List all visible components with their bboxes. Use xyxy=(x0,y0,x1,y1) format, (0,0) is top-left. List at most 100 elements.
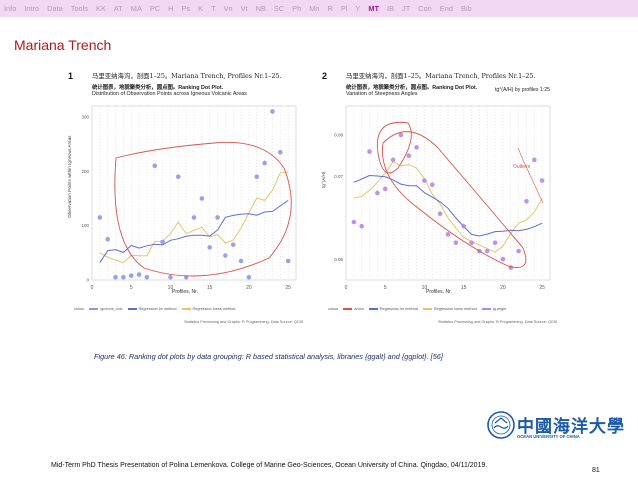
nav-item-k[interactable]: K xyxy=(198,4,204,13)
legend-item: arrow xyxy=(343,307,364,311)
nav-item-h[interactable]: H xyxy=(168,4,174,13)
panel-number: 1 xyxy=(68,71,74,81)
data-point xyxy=(406,153,412,159)
page-number: 81 xyxy=(592,467,600,474)
data-point xyxy=(430,182,435,188)
y-tick-label: 100 xyxy=(81,223,89,228)
nav-item-jt[interactable]: JT xyxy=(402,4,411,13)
data-point xyxy=(516,248,521,254)
figure-caption: Figure 46: Ranking dot plots by data gro… xyxy=(94,352,443,361)
nav-item-bib[interactable]: Bib xyxy=(460,4,472,13)
x-tick-label: 20 xyxy=(246,285,252,291)
legend-swatch xyxy=(422,308,432,310)
data-point xyxy=(270,109,275,114)
nav-item-pc[interactable]: PC xyxy=(149,4,161,13)
x-tick-label: 5 xyxy=(130,285,133,291)
legend-item: tg.angle xyxy=(481,307,506,311)
nav-item-ps[interactable]: Ps xyxy=(181,4,191,13)
x-axis-label: Profiles, Nr. xyxy=(172,289,198,295)
data-point xyxy=(532,157,537,163)
nav-item-sc[interactable]: SC xyxy=(273,4,285,13)
panel-subtitle: 统计图表，地貌聚类分析，圆点图。Ranking Dot Plot. xyxy=(346,85,478,91)
legend-item: colour xyxy=(328,307,339,311)
slide-title: Mariana Trench xyxy=(14,37,112,53)
nav-item-mt[interactable]: MT xyxy=(368,4,380,13)
data-point xyxy=(382,186,388,192)
data-point xyxy=(453,240,459,246)
nav-item-at[interactable]: AT xyxy=(113,4,123,13)
logo-chinese-text: 中國海洋大學 xyxy=(517,417,625,437)
legend-swatch xyxy=(127,308,137,310)
nav-item-vn[interactable]: Vn xyxy=(223,4,233,13)
nav-item-vt[interactable]: Vt xyxy=(240,4,248,13)
data-point xyxy=(223,253,228,258)
chart-panel-igneous: 1 马里亚纳海沟，剖面1–25。Mariana Trench, Profiles… xyxy=(64,68,304,331)
chart-panel-steepness: 2 马里亚纳海沟，剖面1–25。Mariana Trench, Profiles… xyxy=(318,68,557,331)
legend-swatch xyxy=(343,308,353,310)
university-logo: 中國海洋大學 OCEAN UNIVERSITY OF CHINA xyxy=(487,411,624,443)
y-tick-label: 0.05 xyxy=(334,257,343,262)
data-point xyxy=(469,240,474,246)
nav-item-end[interactable]: End xyxy=(439,4,453,13)
nav-item-ib[interactable]: IB xyxy=(387,4,395,13)
y-tick-label: 300 xyxy=(81,114,89,119)
scatter-plot-igneous: 0 5 10 15 20 25 0 100 200 300 xyxy=(81,105,297,291)
data-point xyxy=(390,157,396,163)
data-point xyxy=(105,236,110,242)
nav-item-info[interactable]: Info xyxy=(4,4,17,13)
data-point xyxy=(207,245,212,250)
nav-item-pl[interactable]: Pl xyxy=(340,4,348,13)
highlight-ellipse xyxy=(114,141,292,277)
panel-title-cn: 马里亚纳海沟，剖面1–25。Mariana Trench, Profiles N… xyxy=(92,72,282,80)
nav-item-t[interactable]: T xyxy=(211,4,216,13)
x-tick-label: 20 xyxy=(500,285,506,291)
data-point xyxy=(422,178,427,183)
data-point xyxy=(492,240,498,246)
nav-item-tools[interactable]: Tools xyxy=(70,4,89,13)
nav-item-ph[interactable]: Ph xyxy=(292,4,302,13)
section-nav-bar: Info Intro Data Tools KK AT MA PC H Ps K T Vn Vt NB SC P… xyxy=(0,0,638,17)
legend-swatch xyxy=(181,308,191,310)
chart-source-note: Statistics Processing and Graphs: R Prog… xyxy=(184,320,304,324)
data-point xyxy=(246,274,252,280)
data-point xyxy=(437,211,443,217)
legend-swatch xyxy=(89,308,99,310)
x-tick-label: 10 xyxy=(168,285,174,291)
data-point xyxy=(176,174,181,179)
x-tick-label: 25 xyxy=(285,285,291,291)
data-point xyxy=(262,160,267,166)
highlight-ellipse xyxy=(376,121,412,174)
panel-subtitle: 统计图表，地貌聚类分析，圆点图。Ranking Dot Plot. xyxy=(92,85,224,91)
data-point xyxy=(285,258,291,264)
data-point xyxy=(500,256,506,262)
data-point xyxy=(199,196,205,201)
x-tick-label: 0 xyxy=(345,285,348,291)
lm-regression-line xyxy=(353,174,543,237)
data-point xyxy=(375,190,380,196)
x-tick-label: 10 xyxy=(422,285,428,291)
nav-item-mn[interactable]: Mn xyxy=(309,4,320,13)
nav-item-intro[interactable]: Intro xyxy=(24,4,40,13)
y-axis-label: Observation Points within Igneous Areas xyxy=(67,135,72,218)
nav-item-con[interactable]: Con xyxy=(418,4,432,13)
legend-item: Regression loess method xyxy=(422,307,477,311)
annotation-arrow xyxy=(517,147,524,161)
nav-item-data[interactable]: Data xyxy=(47,4,63,13)
nav-item-y[interactable]: Y xyxy=(355,4,361,13)
y-tick-label: 0.07 xyxy=(334,174,343,179)
nav-item-ma[interactable]: MA xyxy=(130,4,142,13)
nav-item-r[interactable]: R xyxy=(327,4,333,13)
data-point xyxy=(445,232,451,237)
y-axis-label: tg°(A/H) xyxy=(321,171,326,188)
x-tick-label: 5 xyxy=(384,285,387,291)
data-point xyxy=(414,145,419,150)
legend-item: igneous_volc xyxy=(89,307,123,311)
data-point xyxy=(215,215,220,220)
x-tick-label: 15 xyxy=(207,285,213,291)
x-tick-label: 0 xyxy=(91,285,94,291)
nav-item-nb[interactable]: NB xyxy=(255,4,266,13)
data-point xyxy=(128,273,134,278)
x-tick-label: 15 xyxy=(461,285,467,291)
data-point xyxy=(484,248,490,254)
nav-item-kk[interactable]: KK xyxy=(96,4,106,13)
